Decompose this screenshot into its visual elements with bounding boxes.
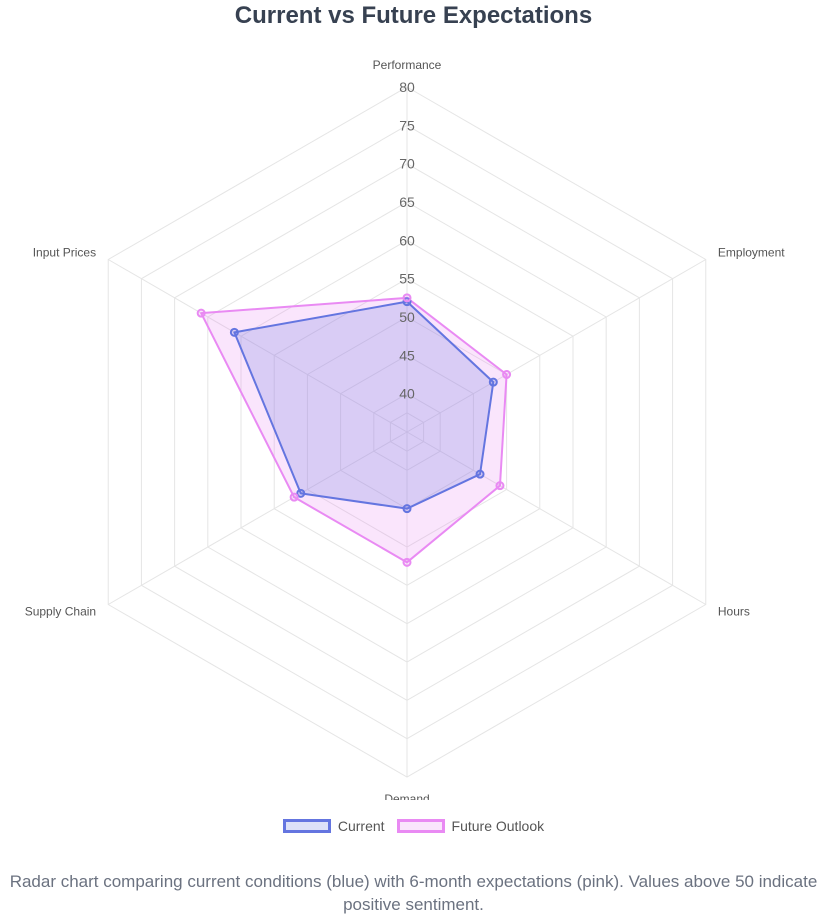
- axis-label-performance: Performance: [373, 58, 442, 72]
- radar-series: [196, 293, 512, 567]
- legend: Current Future Outlook: [0, 818, 827, 834]
- point-future-outlook-hours[interactable]: [495, 481, 505, 491]
- tick-label: 60: [399, 232, 415, 248]
- axis-label-input-prices: Input Prices: [33, 246, 96, 260]
- axis-label-demand: Demand: [384, 792, 429, 800]
- axis-label-hours: Hours: [718, 605, 750, 619]
- series-area-current: [233, 300, 495, 510]
- legend-swatch-future-outlook: [396, 819, 445, 833]
- axis-label-employment: Employment: [718, 246, 785, 260]
- tick-label: 55: [399, 271, 415, 287]
- spoke-hours: [406, 431, 707, 605]
- point-current-supply-chain[interactable]: [296, 488, 306, 498]
- chart-caption: Radar chart comparing current conditions…: [9, 872, 818, 914]
- point-future-outlook-performance[interactable]: [402, 293, 412, 303]
- tick-label: 50: [399, 309, 415, 325]
- legend-swatch-current: [282, 819, 331, 833]
- radar-axis-labels: Performance Employment Hours Demand Supply C…: [25, 58, 786, 800]
- tick-label: 45: [399, 347, 415, 363]
- point-current-hours[interactable]: [475, 469, 485, 479]
- spoke-input-prices: [107, 259, 408, 433]
- tick-label: 65: [399, 194, 415, 210]
- legend-item-future-outlook[interactable]: Future Outlook: [396, 818, 545, 834]
- radar-grid: [107, 86, 707, 778]
- point-future-outlook-employment[interactable]: [502, 370, 512, 379]
- axis-label-supply-chain: Supply Chain: [25, 605, 96, 619]
- tick-label: 70: [399, 156, 415, 172]
- legend-label-future-outlook: Future Outlook: [451, 818, 545, 834]
- radar-chart: 40 45 50 55 60 65 70 75 80 Performance Employment…: [25, 58, 786, 800]
- spoke-supply-chain: [107, 431, 408, 605]
- point-current-employment[interactable]: [488, 377, 498, 387]
- spoke-employment: [406, 259, 707, 433]
- point-current-input-prices[interactable]: [229, 327, 239, 337]
- legend-item-current[interactable]: Current: [282, 818, 385, 834]
- series-area-future-outlook: [200, 296, 508, 564]
- point-future-outlook-input-prices[interactable]: [196, 308, 206, 318]
- legend-label-current: Current: [337, 818, 385, 834]
- point-future-outlook-demand[interactable]: [402, 557, 412, 567]
- radar-tick-labels: 40 45 50 55 60 65 70 75 80: [399, 79, 415, 402]
- chart-title: Current vs Future Expectations: [234, 2, 593, 29]
- point-future-outlook-supply-chain[interactable]: [289, 492, 299, 502]
- tick-label: 40: [399, 386, 415, 402]
- point-current-demand[interactable]: [402, 504, 412, 514]
- tick-label: 80: [399, 79, 415, 95]
- tick-label: 75: [399, 117, 415, 133]
